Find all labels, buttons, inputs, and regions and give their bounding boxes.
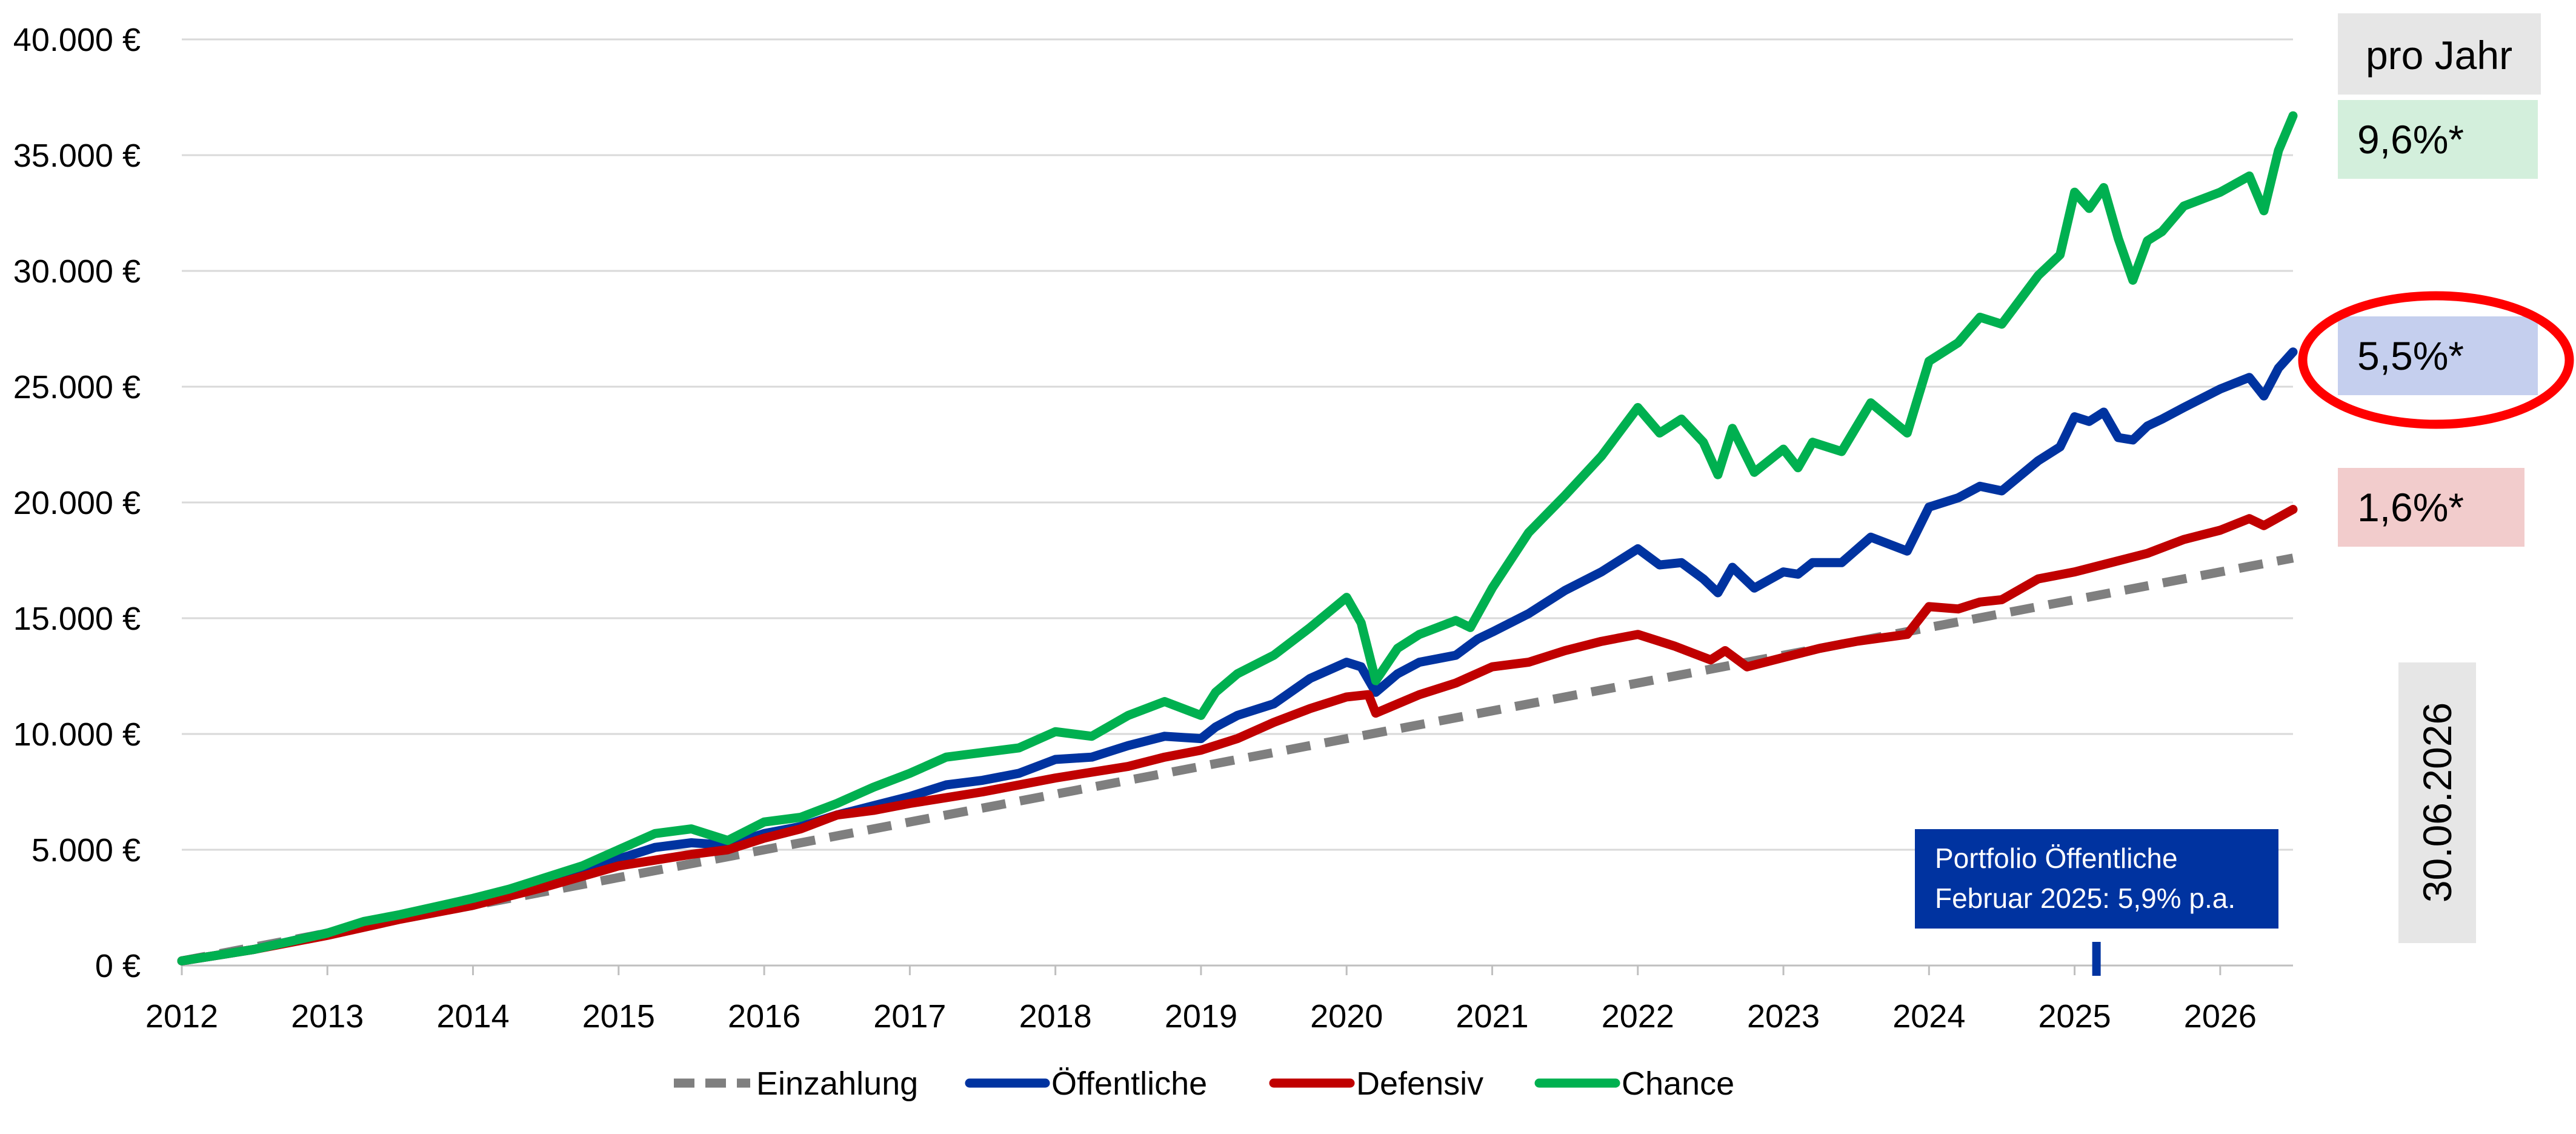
- y-tick-label: 10.000 €: [13, 716, 141, 753]
- x-tick-label: 2019: [1165, 998, 1237, 1035]
- rate-box-label-defensiv: 1,6%*: [2357, 485, 2464, 530]
- axes: [181, 964, 2293, 975]
- callout: Portfolio Öffentliche Februar 2025: 5,9% …: [1915, 829, 2278, 976]
- y-tick-label: 25.000 €: [13, 369, 141, 405]
- callout-text-line: Februar 2025: 5,9% p.a.: [1935, 882, 2235, 914]
- series-line-chance: [177, 111, 2298, 966]
- x-tick-label: 2016: [728, 998, 800, 1035]
- rate-boxes: pro Jahr 9,6%* 5,5%* 1,6%* 30.06.2026: [2298, 13, 2574, 943]
- y-tick-label: 5.000 €: [32, 832, 141, 869]
- x-tick-label: 2021: [1456, 998, 1528, 1035]
- legend-label-chance: Chance: [1622, 1066, 1734, 1102]
- series-lines: [177, 111, 2298, 966]
- legend-label-einzahlung: Einzahlung: [756, 1066, 918, 1102]
- x-tick-label: 2018: [1019, 998, 1092, 1035]
- rate-box-offentliche: [2338, 316, 2538, 395]
- callout-text-line: Portfolio Öffentliche: [1935, 842, 2178, 874]
- rate-box-label-chance: 9,6%*: [2357, 117, 2464, 162]
- y-tick-label: 0 €: [95, 948, 141, 984]
- series-line-defensiv: [177, 505, 2298, 966]
- legend-label-offentliche: Öffentliche: [1051, 1066, 1207, 1102]
- y-tick-label: 35.000 €: [13, 138, 141, 174]
- grid-lines: [182, 38, 2293, 851]
- callout-box: [1915, 829, 2278, 929]
- header-box: [2338, 13, 2541, 95]
- date-box: [2398, 662, 2476, 943]
- x-tick-label: 2025: [2039, 998, 2111, 1035]
- x-tick-label: 2013: [291, 998, 364, 1035]
- header-box-label: pro Jahr: [2366, 33, 2512, 78]
- x-tick-label: 2014: [436, 998, 509, 1035]
- highlight-circle: [2298, 291, 2574, 429]
- date-box-label: 30.06.2026: [2415, 702, 2460, 902]
- x-tick-label: 2012: [145, 998, 218, 1035]
- x-tick-label: 2022: [1602, 998, 1674, 1035]
- x-tick-label: 2023: [1747, 998, 1820, 1035]
- y-tick-labels: 0 € 5.000 € 10.000 € 15.000 € 20.000 € 25.000…: [13, 22, 141, 984]
- x-tick-label: 2026: [2184, 998, 2257, 1035]
- x-tick-label: 2017: [873, 998, 946, 1035]
- rate-box-defensiv: [2338, 468, 2524, 547]
- y-tick-label: 40.000 €: [13, 22, 141, 58]
- legend: Einzahlung Öffentliche Defensiv Chance: [674, 1066, 1734, 1102]
- x-tick-label: 2024: [1892, 998, 1965, 1035]
- y-tick-label: 15.000 €: [13, 601, 141, 637]
- y-tick-label: 30.000 €: [13, 253, 141, 290]
- x-tick-label: 2015: [582, 998, 655, 1035]
- legend-label-defensiv: Defensiv: [1356, 1066, 1483, 1102]
- y-tick-label: 20.000 €: [13, 485, 141, 521]
- x-tick-label: 2020: [1310, 998, 1383, 1035]
- rate-box-label-offentliche: 5,5%*: [2357, 333, 2464, 378]
- rate-box-chance: [2338, 100, 2538, 179]
- x-tick-labels: 2012 2013 2014 2015 2016 2017 2018 2019 2020 2021…: [145, 998, 2257, 1035]
